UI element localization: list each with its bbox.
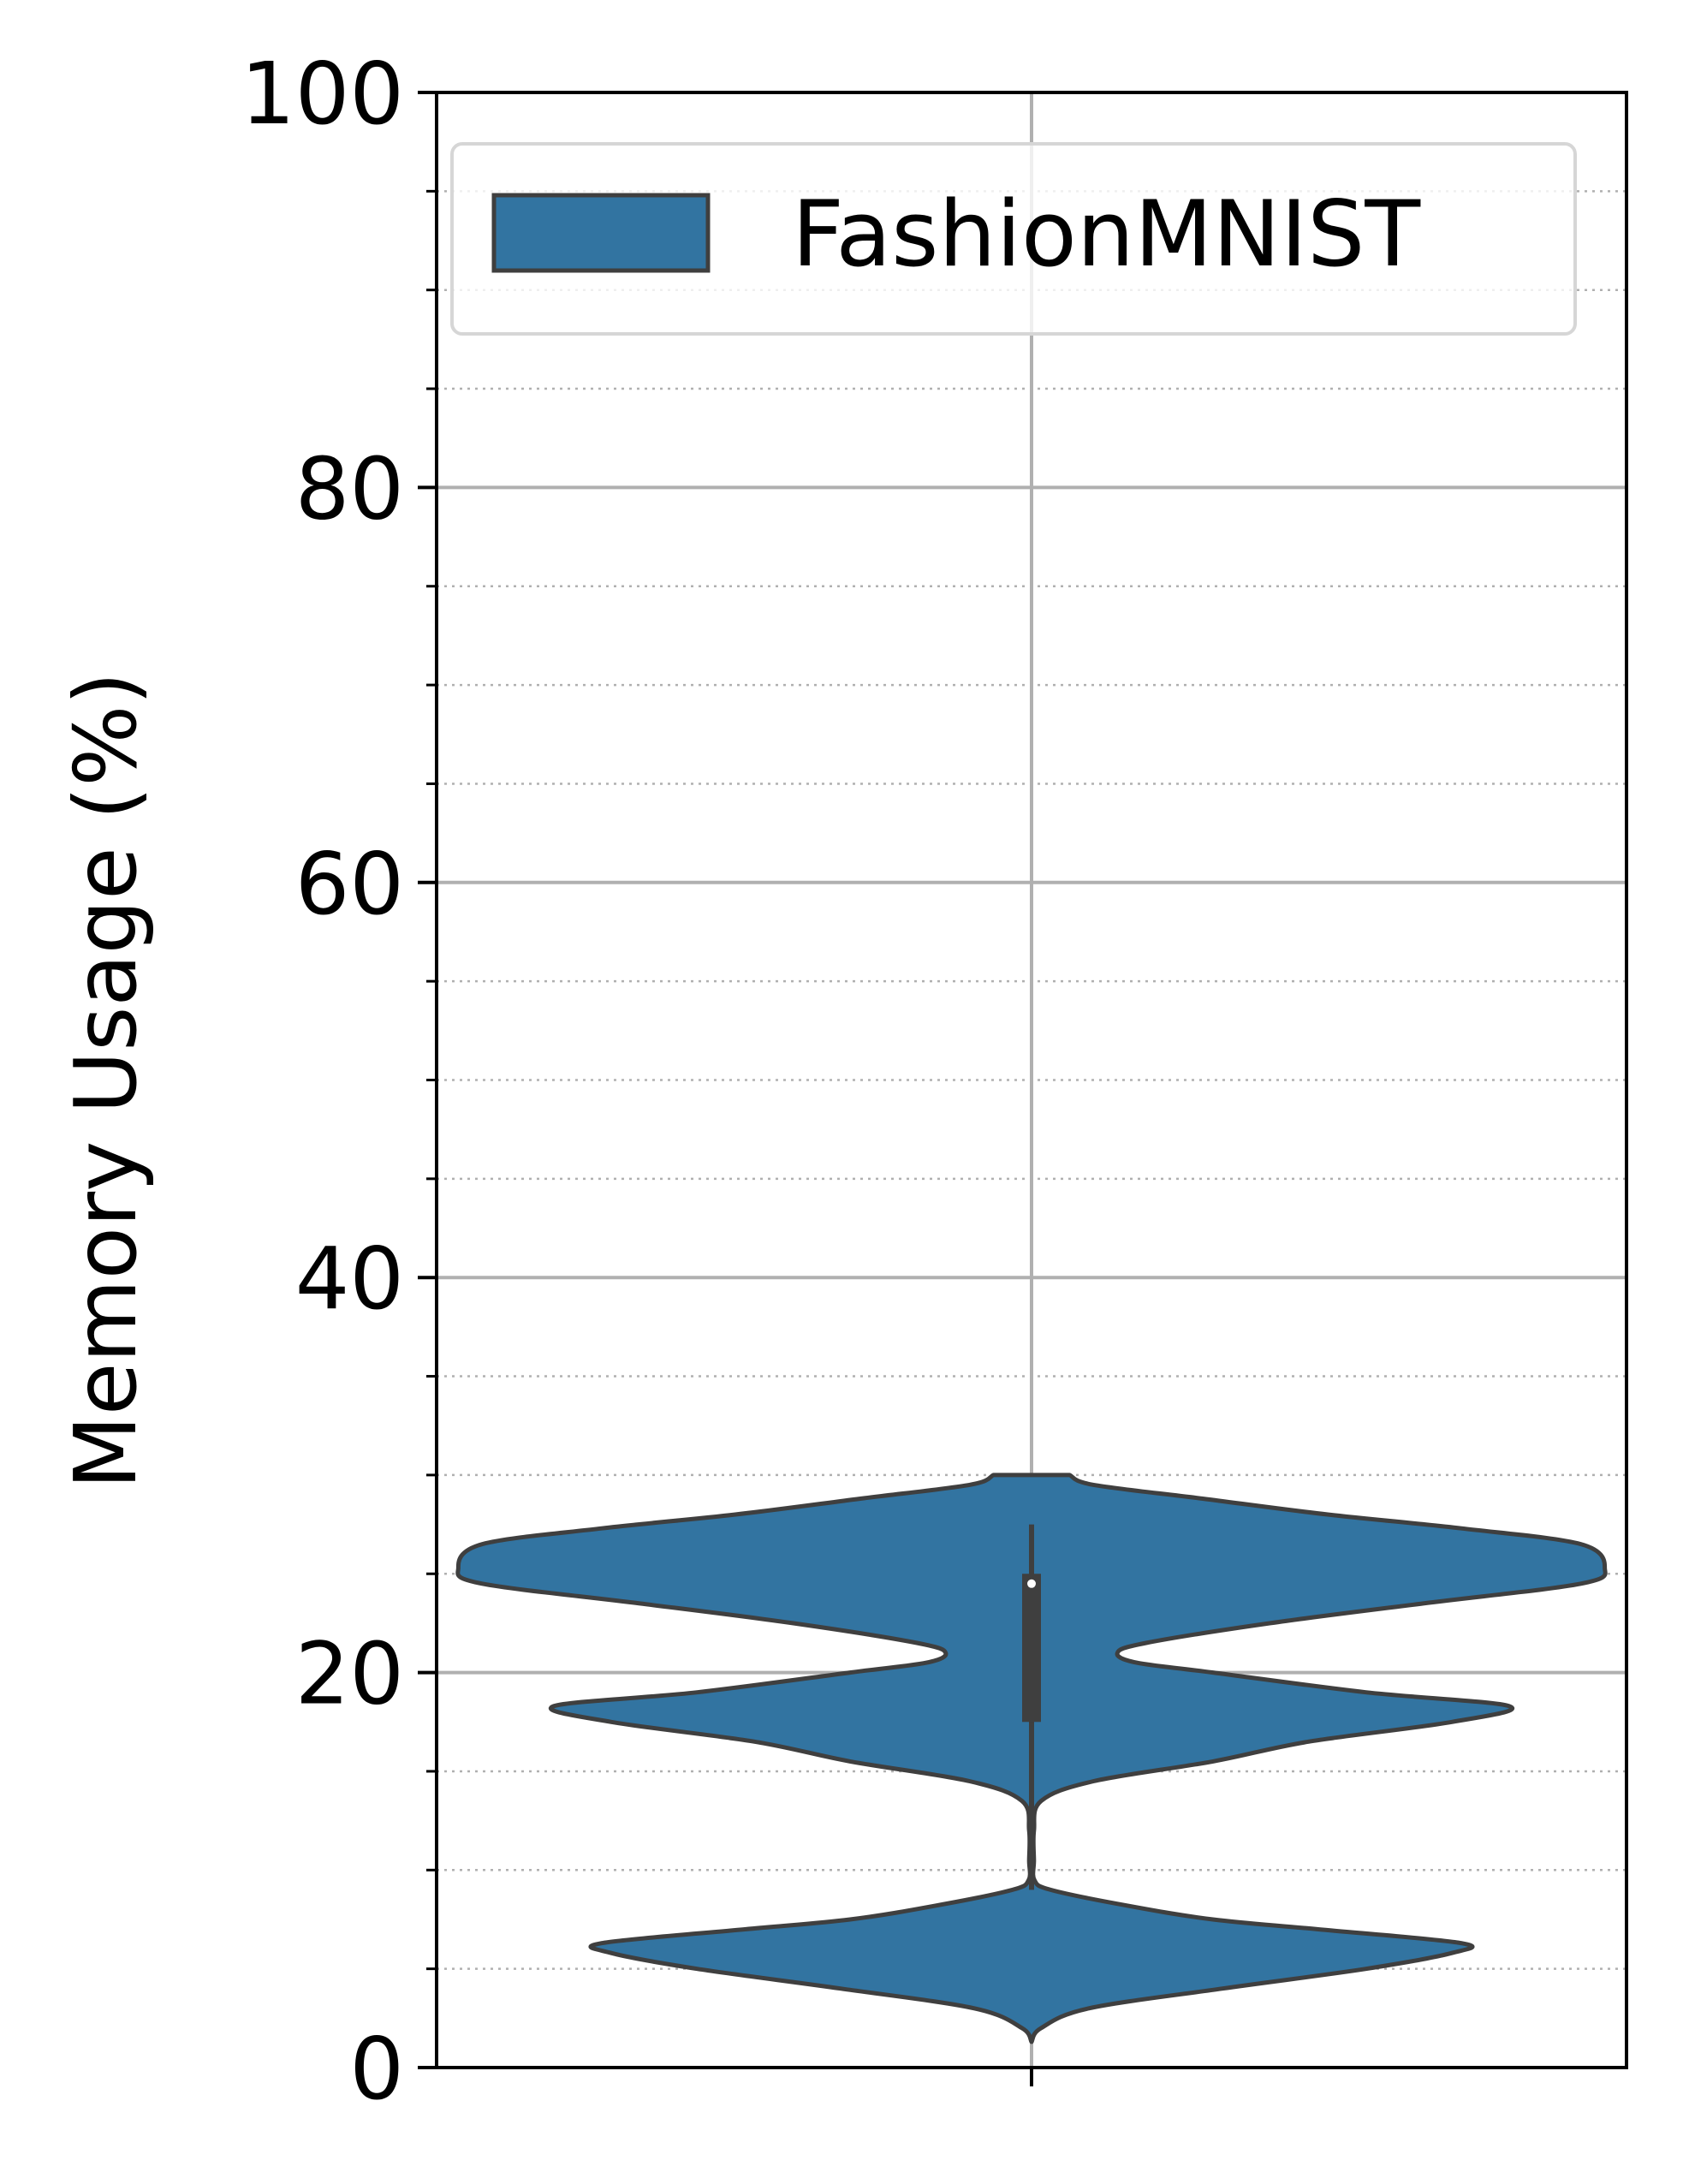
legend: FashionMNIST	[450, 142, 1577, 336]
y-tick-label: 60	[295, 834, 404, 934]
y-tick-label: 0	[349, 2019, 404, 2119]
legend-swatch	[491, 193, 711, 273]
legend-label: FashionMNIST	[792, 182, 1421, 287]
y-tick-label: 20	[295, 1624, 404, 1724]
ticks: 0 20 40 60 80 100	[241, 44, 1033, 2119]
y-tick-label: 80	[295, 438, 404, 539]
y-tick-label: 40	[295, 1229, 404, 1329]
y-tick-label: 100	[241, 44, 404, 144]
y-axis-label: Memory Usage (%)	[56, 672, 156, 1490]
box-layer	[1022, 1524, 1041, 1890]
interquartile-box	[1022, 1574, 1041, 1723]
median-marker	[1027, 1579, 1036, 1588]
legend-frame	[450, 142, 1577, 336]
